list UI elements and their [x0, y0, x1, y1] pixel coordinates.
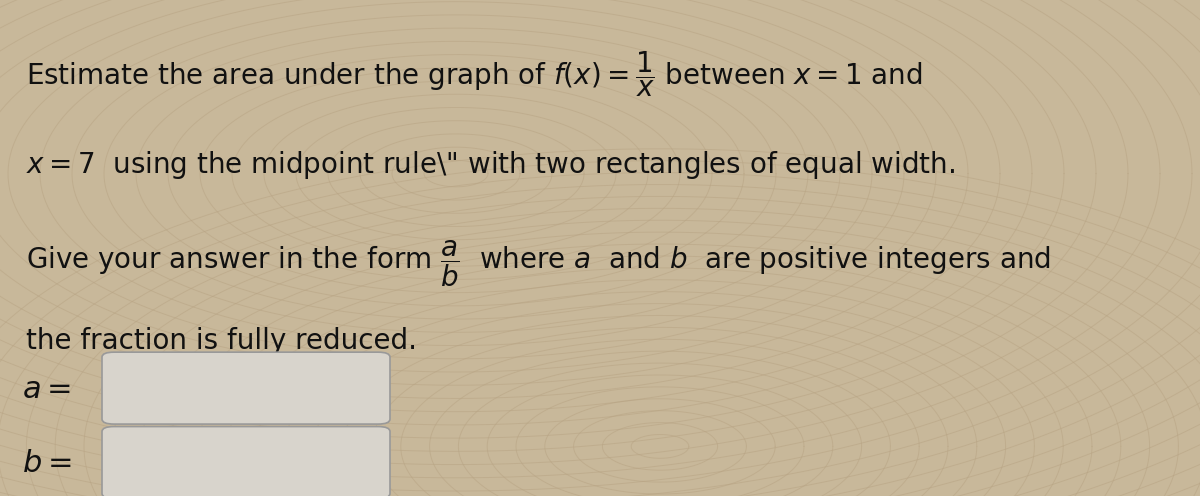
Text: $a =$: $a =$ — [22, 375, 71, 404]
Text: Give your answer in the form $\dfrac{a}{b}$  where $a$  and $b$  are positive in: Give your answer in the form $\dfrac{a}{… — [26, 238, 1051, 289]
FancyBboxPatch shape — [102, 427, 390, 496]
Text: $x = 7$  using the midpoint rule\" with two rectangles of equal width.: $x = 7$ using the midpoint rule\" with t… — [26, 149, 955, 181]
Text: the fraction is fully reduced.: the fraction is fully reduced. — [26, 327, 418, 355]
Text: $b =$: $b =$ — [22, 449, 71, 478]
FancyBboxPatch shape — [102, 352, 390, 424]
Text: Estimate the area under the graph of $f(x) = \dfrac{1}{x}$ between $x = 1$ and: Estimate the area under the graph of $f(… — [26, 50, 923, 99]
